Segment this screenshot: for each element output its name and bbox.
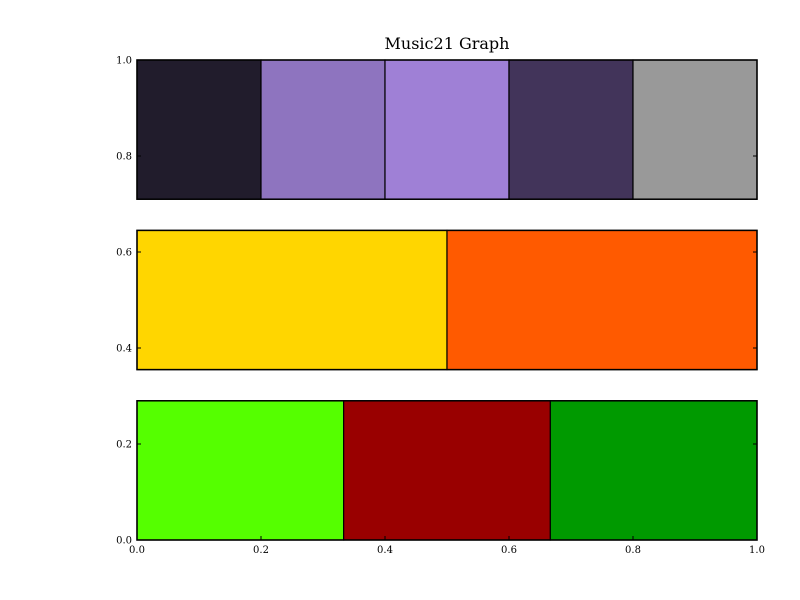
y-tick-label: 0.4 <box>116 344 132 355</box>
x-axis-ticks: 0.0 0.2 0.4 0.6 0.8 1.0 <box>129 536 765 556</box>
x-tick-label: 0.2 <box>253 545 269 556</box>
y-tick-label: 0.6 <box>116 248 132 259</box>
row-2-frame <box>136 229 758 371</box>
x-tick-label: 0.4 <box>377 545 393 556</box>
row-1-frame <box>136 59 758 200</box>
y-tick-label: 0.0 <box>116 536 132 547</box>
row-1-segment-1 <box>136 59 262 200</box>
chart-title: Music21 Graph <box>385 34 510 53</box>
row-2 <box>136 229 758 371</box>
row-3-segment-2 <box>343 400 551 541</box>
row-1-segment-2 <box>260 59 386 200</box>
row-3 <box>136 400 758 541</box>
x-tick-label: 1.0 <box>749 545 765 556</box>
row-1 <box>136 59 758 200</box>
y-axis-ticks: 0.0 0.2 0.4 0.6 0.8 1.0 <box>116 56 757 547</box>
y-tick-label: 1.0 <box>116 56 132 67</box>
x-tick-label: 0.6 <box>501 545 517 556</box>
x-tick-label: 0.0 <box>129 545 145 556</box>
row-1-segment-4 <box>508 59 634 200</box>
row-1-segment-3 <box>384 59 510 200</box>
chart-rows <box>136 59 758 541</box>
row-2-segment-1 <box>136 229 448 371</box>
y-tick-label: 0.8 <box>116 152 132 163</box>
row-3-segment-1 <box>136 400 345 541</box>
row-1-segment-5 <box>632 59 758 200</box>
x-tick-label: 0.8 <box>625 545 641 556</box>
y-tick-label: 0.2 <box>116 440 132 451</box>
row-2-segment-2 <box>446 229 758 371</box>
row-3-frame <box>136 400 758 541</box>
row-3-segment-3 <box>549 400 758 541</box>
